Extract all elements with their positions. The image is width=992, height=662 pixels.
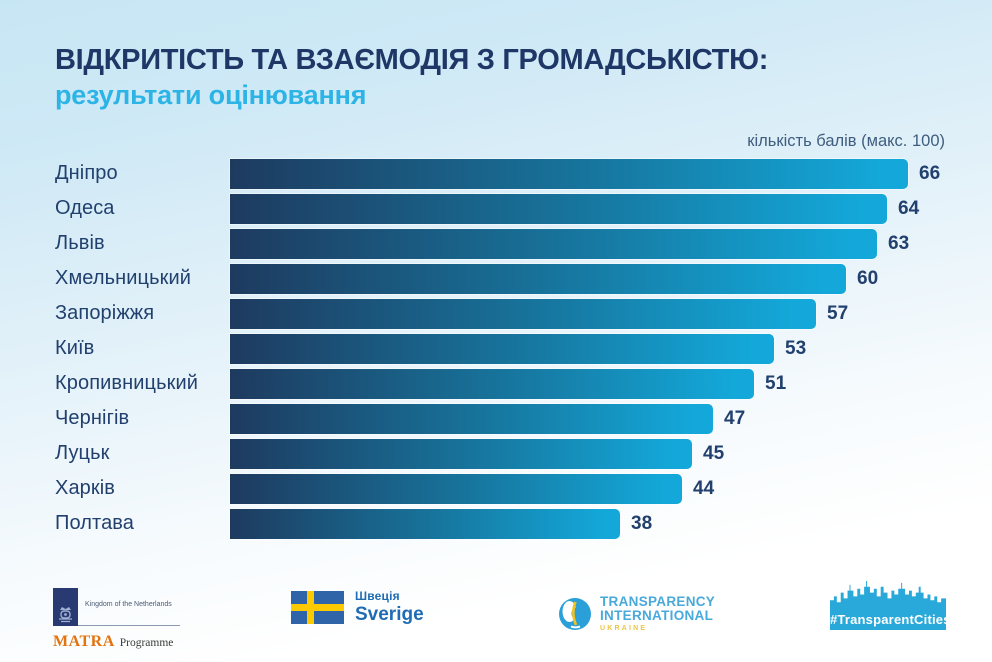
city-label: Полтава [55, 512, 135, 534]
chart-row: Полтава 38 [55, 506, 955, 541]
score-bar [230, 263, 846, 294]
chart-row: Одеса 64 [55, 191, 955, 226]
score-value: 63 [888, 232, 910, 254]
city-label: Київ [55, 337, 95, 359]
transparent-cities-logo: #TransparentCities [830, 580, 950, 630]
score-value: 66 [919, 162, 941, 184]
score-bar [230, 228, 877, 259]
score-value: 47 [724, 407, 746, 429]
page-title: ВІДКРИТІСТЬ ТА ВЗАЄМОДІЯ З ГРОМАДСЬКІСТЮ… [55, 44, 769, 76]
sweden-wordmark: Швеція Sverige [355, 589, 424, 626]
city-label: Харків [55, 477, 116, 499]
score-bar [230, 473, 682, 504]
chart-row: Дніпро 66 [55, 156, 955, 191]
score-bar [230, 403, 713, 434]
score-bar [230, 193, 887, 224]
bar-chart: Дніпро 66 Одеса 64 Львів 63 Хмельницький 60 Запо… [55, 156, 955, 541]
city-label: Запоріжжя [55, 302, 155, 324]
city-label: Луцьк [55, 442, 110, 464]
city-label: Одеса [55, 197, 115, 219]
matra-label: MATRA [53, 633, 115, 650]
transparency-wordmark: TRANSPARENCY INTERNATIONAL UKRAINE [600, 595, 715, 632]
netherlands-coat-of-arms-icon [53, 588, 78, 626]
city-skyline-icon [830, 580, 946, 609]
score-value: 57 [827, 302, 849, 324]
transparency-line2: INTERNATIONAL [600, 607, 714, 623]
score-value: 64 [898, 197, 920, 219]
city-label: Львів [55, 232, 105, 254]
chart-row: Запоріжжя 57 [55, 296, 955, 331]
score-bar [230, 438, 692, 469]
score-bar [230, 508, 620, 539]
city-label: Хмельницький [55, 267, 192, 289]
city-label: Дніпро [55, 162, 118, 184]
score-value: 45 [703, 442, 725, 464]
programme-label: Programme [119, 637, 174, 649]
netherlands-logo-top: Kingdom of the Netherlands [53, 588, 233, 626]
chart-row: Харків 44 [55, 471, 955, 506]
chart-row: Чернігів 47 [55, 401, 955, 436]
score-bar [230, 333, 774, 364]
transparency-international-logo: TRANSPARENCY INTERNATIONAL UKRAINE [558, 595, 715, 632]
city-label: Кропивницький [55, 372, 199, 394]
score-bar [230, 158, 908, 189]
transparency-line3: UKRAINE [600, 624, 648, 632]
page-subtitle: результати оцінювання [55, 80, 367, 111]
chart-row: Хмельницький 60 [55, 261, 955, 296]
score-value: 44 [693, 477, 715, 499]
chart-row: Львів 63 [55, 226, 955, 261]
transparency-line1: TRANSPARENCY [600, 594, 716, 609]
sweden-label-sv: Sverige [355, 604, 424, 625]
score-value: 51 [765, 372, 787, 394]
matra-programme-wordmark: MATRA Programme [53, 633, 233, 651]
score-bar [230, 368, 754, 399]
score-bar [230, 298, 816, 329]
sweden-label-uk: Швеція [355, 589, 400, 603]
transparent-cities-label: #TransparentCities [830, 609, 950, 630]
chart-row: Кропивницький 51 [55, 366, 955, 401]
kingdom-of-netherlands-label: Kingdom of the Netherlands [78, 588, 180, 626]
netherlands-matra-logo: Kingdom of the Netherlands MATRA Programm… [53, 588, 233, 651]
score-value: 38 [631, 512, 653, 534]
sweden-logo: Швеція Sverige [291, 589, 424, 626]
city-label: Чернігів [55, 407, 130, 429]
header: ВІДКРИТІСТЬ ТА ВЗАЄМОДІЯ З ГРОМАДСЬКІСТЮ… [55, 44, 768, 111]
sweden-flag-icon [291, 591, 344, 624]
chart-row: Луцьк 45 [55, 436, 955, 471]
axis-note: кількість балів (макс. 100) [747, 132, 945, 150]
score-value: 60 [857, 267, 879, 289]
transparency-globe-icon [559, 598, 591, 630]
score-value: 53 [785, 337, 807, 359]
chart-row: Київ 53 [55, 331, 955, 366]
